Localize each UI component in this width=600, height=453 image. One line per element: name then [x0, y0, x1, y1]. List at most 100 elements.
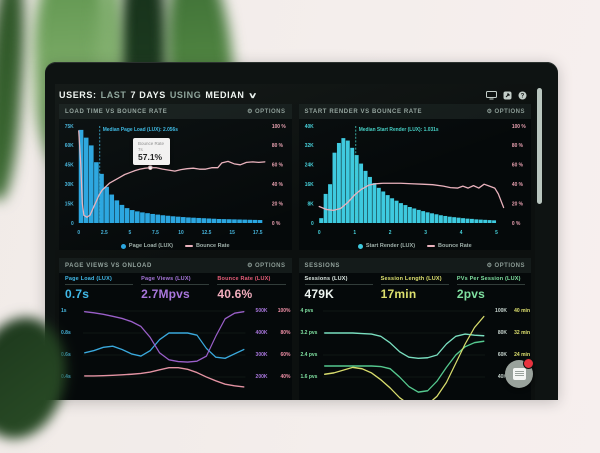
- left-axis: 4 pvs 3.2 pvs 2.4 pvs 1.6 pvs: [299, 303, 323, 400]
- axis-tick-label: 1s: [61, 308, 67, 314]
- header-toolbar: ?: [486, 90, 527, 100]
- header-users-label: USERS:: [59, 90, 97, 100]
- options-button[interactable]: ⚙ OPTIONS: [486, 262, 525, 269]
- load-time-chart[interactable]: 75K 60K 45K 30K 15K 0 100 % 80 % 60 % 40 % 20 % 0 %…: [59, 119, 292, 237]
- load_time-svg: 75K 60K 45K 30K 15K 0 100 % 80 % 60 % 40 % 20 % 0 %…: [65, 124, 287, 236]
- axis-tick-label: 60K: [497, 352, 507, 358]
- metric-page-load: Page Load (LUX) 0.7s: [65, 276, 134, 301]
- svg-text:45K: 45K: [65, 163, 74, 169]
- metric-sessions: Sessions (LUX) 479K: [304, 276, 373, 301]
- svg-text:3: 3: [424, 230, 427, 236]
- right-axis: 500K 100% 400K 80% 300K 60% 200K 40%: [246, 303, 292, 400]
- panel-load-time: LOAD TIME VS BOUNCE RATE ⚙ OPTIONS 75K 60K…: [59, 104, 292, 250]
- share-icon[interactable]: [503, 91, 512, 100]
- chevron-down-icon: ∨: [248, 91, 259, 100]
- axis-tick-label: 0.4s: [61, 374, 71, 380]
- svg-text:Median Start Render (LUX): 1.0: Median Start Render (LUX): 1.031s: [358, 127, 438, 133]
- svg-text:Median Page Load (LUX): 2.056s: Median Page Load (LUX): 2.056s: [103, 127, 179, 133]
- help-icon[interactable]: ?: [518, 91, 527, 100]
- legend: Start Render (LUX) Bounce Rate: [299, 243, 532, 249]
- legend-page-load[interactable]: Page Load (LUX): [120, 243, 173, 249]
- chart-tooltip: Bounce Rate 7s 57.1%: [133, 138, 171, 165]
- panel-start-render-body: 40K 32K 24K 16K 8K 0 100 % 80 % 60 % 40 % 20 % 0 % 0…: [299, 119, 532, 250]
- svg-text:1: 1: [353, 230, 356, 236]
- svg-text:10: 10: [178, 230, 184, 236]
- axis-tick-label: 2.4 pvs: [300, 352, 318, 358]
- options-button[interactable]: ⚙ OPTIONS: [247, 108, 286, 115]
- panel-title: START RENDER VS BOUNCE RATE: [304, 108, 423, 115]
- svg-text:0: 0: [77, 230, 80, 236]
- tooltip-value: 57.1%: [138, 152, 163, 162]
- left-axis: 1s 0.8s 0.6s 0.4s: [59, 303, 83, 400]
- svg-text:0: 0: [71, 221, 74, 227]
- svg-text:0: 0: [317, 230, 320, 236]
- svg-text:0: 0: [310, 221, 313, 227]
- gear-icon: ⚙: [247, 108, 253, 115]
- scrollbar[interactable]: [537, 88, 542, 204]
- legend-bounce-rate[interactable]: Bounce Rate: [427, 243, 472, 249]
- axis-tick-label: 300K: [255, 352, 268, 358]
- axis-tick-label: 400K: [255, 330, 268, 336]
- panel-page-views-body: Page Load (LUX) 0.7s Page Views (LUX) 2.…: [59, 273, 292, 400]
- panel-grid: LOAD TIME VS BOUNCE RATE ⚙ OPTIONS 75K 60K…: [59, 104, 531, 400]
- svg-text:2: 2: [388, 230, 391, 236]
- metric-value: 2pvs: [456, 287, 485, 301]
- gear-icon: ⚙: [486, 262, 493, 269]
- axis-tick-label: 0.8s: [61, 330, 71, 336]
- sessions-chart-area: 4 pvs 3.2 pvs 2.4 pvs 1.6 pvs 100K 40 min 80K…: [299, 303, 532, 400]
- header-last-label: LAST: [100, 90, 127, 100]
- axis-tick-label: 1.6 pvs: [300, 374, 318, 380]
- svg-text:40 %: 40 %: [511, 182, 523, 188]
- svg-text:?: ?: [521, 93, 525, 99]
- svg-text:15: 15: [229, 230, 235, 236]
- metric-bounce-rate: Bounce Rate (LUX) 40.6%: [217, 276, 286, 301]
- panel-start-render: START RENDER VS BOUNCE RATE ⚙ OPTIONS 40K…: [298, 104, 532, 250]
- right-axis: 100K 40 min 80K 32 min 60K 24 min 40K: [485, 303, 531, 400]
- photo-scene: USERS: LAST 7 DAYS USING MEDIAN ∨ ?: [0, 0, 558, 453]
- users-filter-dropdown[interactable]: USERS: LAST 7 DAYS USING MEDIAN ∨: [59, 90, 259, 100]
- legend: Page Load (LUX) Bounce Rate: [59, 243, 292, 249]
- svg-text:80 %: 80 %: [511, 143, 523, 149]
- onload-chart[interactable]: [83, 303, 246, 400]
- panel-page-views-header: PAGE VIEWS VS ONLOAD ⚙ OPTIONS: [59, 258, 292, 273]
- metric-label: Bounce Rate (LUX): [217, 276, 286, 285]
- options-button[interactable]: ⚙ OPTIONS: [247, 262, 286, 269]
- svg-text:30K: 30K: [65, 182, 74, 188]
- sessions-chart[interactable]: [322, 303, 485, 400]
- legend-swatch: [184, 245, 193, 247]
- metric-page-views: Page Views (LUX) 2.7Mpvs: [141, 276, 210, 301]
- svg-text:8K: 8K: [307, 201, 314, 207]
- svg-text:7.5: 7.5: [152, 230, 159, 236]
- axis-tick-label: 60%: [280, 352, 291, 358]
- panel-start-render-header: START RENDER VS BOUNCE RATE ⚙ OPTIONS: [298, 104, 531, 119]
- legend-start-render[interactable]: Start Render (LUX): [357, 243, 415, 249]
- panel-sessions-body: Sessions (LUX) 479K Session Length (LUX)…: [299, 273, 532, 400]
- metric-session-length: Session Length (LUX) 17min: [380, 276, 449, 301]
- start-render-chart[interactable]: 40K 32K 24K 16K 8K 0 100 % 80 % 60 % 40 % 20 % 0 % 0…: [299, 119, 532, 237]
- header-using-label: USING: [169, 90, 202, 100]
- svg-text:60 %: 60 %: [511, 163, 523, 169]
- axis-tick-label: 80%: [280, 330, 291, 336]
- axis-tick-label: 100K: [495, 308, 507, 314]
- onload-svg: [83, 310, 246, 388]
- gear-icon: ⚙: [486, 108, 493, 115]
- axis-tick-label: 32 min: [514, 330, 530, 336]
- svg-text:60K: 60K: [65, 143, 74, 149]
- svg-text:0 %: 0 %: [511, 221, 520, 227]
- legend-swatch: [427, 245, 436, 247]
- panel-title: LOAD TIME VS BOUNCE RATE: [65, 108, 168, 115]
- options-button[interactable]: ⚙ OPTIONS: [486, 108, 525, 115]
- news-icon: [512, 368, 526, 380]
- legend-bounce-rate[interactable]: Bounce Rate: [184, 243, 230, 249]
- header-median-label: MEDIAN: [205, 90, 245, 100]
- plant-leaf: [0, 0, 30, 201]
- metric-label: Sessions (LUX): [304, 276, 373, 285]
- svg-text:24K: 24K: [304, 163, 313, 169]
- axis-tick-label: 80K: [497, 330, 507, 336]
- metric-value: 479K: [304, 287, 334, 301]
- svg-text:100 %: 100 %: [272, 124, 286, 130]
- notifications-fab-button[interactable]: [505, 358, 534, 388]
- axis-tick-label: 40%: [280, 374, 291, 380]
- display-icon[interactable]: [486, 90, 497, 100]
- svg-text:75K: 75K: [65, 124, 74, 130]
